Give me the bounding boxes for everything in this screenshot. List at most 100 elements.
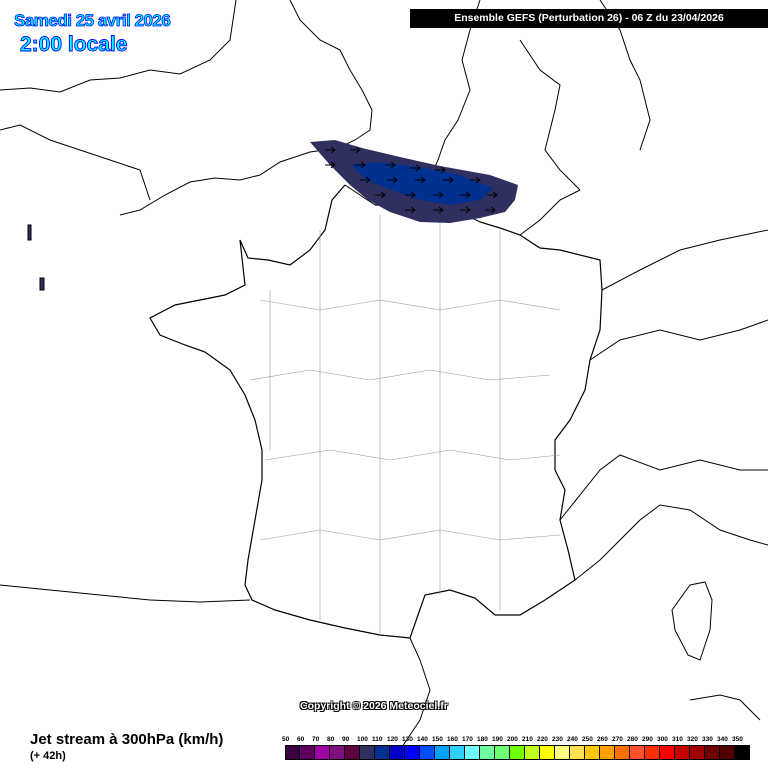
spain-coast (0, 584, 431, 751)
wind-arrow (325, 161, 336, 169)
france-outline (149, 184, 603, 639)
scale-cell: 290 (642, 736, 660, 760)
wind-arrow (435, 166, 446, 174)
scale-label: 90 (342, 736, 350, 743)
scale-swatch (600, 745, 615, 760)
scale-cell: 180 (477, 736, 495, 760)
scale-cell: 340 (717, 736, 735, 760)
forecast-time: 2:00 locale (20, 33, 128, 57)
scale-swatch (585, 745, 600, 760)
model-banner: Ensemble GEFS (Perturbation 26) - 06 Z d… (410, 9, 768, 28)
scale-label: 280 (627, 736, 638, 743)
italy-coast (574, 504, 768, 581)
sardinia-coast (689, 694, 761, 721)
scale-label: 250 (582, 736, 593, 743)
scale-cell: 350 (732, 736, 750, 760)
scale-cell: 280 (627, 736, 645, 760)
wind-arrow (410, 164, 421, 172)
wind-arrow (355, 161, 366, 169)
scale-cell: 220 (537, 736, 555, 760)
scale-label: 70 (312, 736, 320, 743)
scale-cell: 140 (417, 736, 435, 760)
jet-stream-area (310, 140, 518, 223)
scale-label: 270 (612, 736, 623, 743)
scale-cell: 250 (582, 736, 600, 760)
scale-label: 60 (297, 736, 305, 743)
scale-cell: 90 (342, 736, 360, 760)
scale-cell: 330 (702, 736, 720, 760)
wind-arrow (470, 176, 481, 184)
color-scale: 50 60 70 80 90 100 110 120 130 140 150 160 170 180 190… (282, 736, 750, 760)
scale-swatch (315, 745, 330, 760)
scale-cell: 160 (447, 736, 465, 760)
wind-arrow (443, 176, 454, 184)
scale-label: 260 (597, 736, 608, 743)
scale-label: 120 (387, 736, 398, 743)
scale-cell: 130 (402, 736, 420, 760)
copyright: Copyright © 2026 Meteociel.fr (300, 700, 448, 712)
scale-label: 200 (507, 736, 518, 743)
scale-label: 170 (462, 736, 473, 743)
scale-cell: 70 (312, 736, 330, 760)
scale-swatch (675, 745, 690, 760)
scale-swatch (540, 745, 555, 760)
forecast-date: Samedi 25 avril 2026 (14, 11, 172, 31)
scale-swatch (360, 745, 375, 760)
scale-label: 190 (492, 736, 503, 743)
scale-label: 130 (402, 736, 413, 743)
wind-arrow (405, 206, 416, 214)
wind-arrow (360, 176, 371, 184)
scale-label: 230 (552, 736, 563, 743)
coastlines (0, 0, 768, 751)
scale-label: 180 (477, 736, 488, 743)
scale-swatch (480, 745, 495, 760)
scale-swatch (690, 745, 705, 760)
wind-arrow (433, 191, 444, 199)
scale-label: 220 (537, 736, 548, 743)
scale-label: 300 (657, 736, 668, 743)
scale-label: 160 (447, 736, 458, 743)
scale-cell: 150 (432, 736, 450, 760)
scale-label: 110 (372, 736, 383, 743)
scale-swatch (345, 745, 360, 760)
wind-arrow (405, 191, 416, 199)
department-borders (249, 210, 561, 635)
scale-cell: 240 (567, 736, 585, 760)
corsica (671, 581, 713, 661)
scale-swatch (390, 745, 405, 760)
scale-cell: 170 (462, 736, 480, 760)
legend-title: Jet stream à 300hPa (km/h) (30, 731, 224, 748)
wind-arrow (433, 206, 444, 214)
wind-arrow (350, 146, 361, 154)
wind-arrow (387, 176, 398, 184)
scale-cell: 200 (507, 736, 525, 760)
scale-swatch (465, 745, 480, 760)
wind-arrow (460, 191, 471, 199)
scale-label: 290 (642, 736, 653, 743)
scale-cell: 50 (282, 736, 300, 760)
scale-cell: 110 (372, 736, 390, 760)
scale-swatch (720, 745, 735, 760)
scale-swatch (330, 745, 345, 760)
scale-swatch (450, 745, 465, 760)
scale-label: 310 (672, 736, 683, 743)
scale-cell: 230 (552, 736, 570, 760)
scale-swatch (420, 745, 435, 760)
scale-label: 100 (357, 736, 368, 743)
scale-label: 330 (702, 736, 713, 743)
scale-label: 80 (327, 736, 335, 743)
scale-swatch (525, 745, 540, 760)
scale-swatch (735, 745, 750, 760)
scale-label: 320 (687, 736, 698, 743)
scale-label: 50 (282, 736, 290, 743)
scale-swatch (495, 745, 510, 760)
scale-cell: 80 (327, 736, 345, 760)
scale-label: 350 (732, 736, 743, 743)
scale-swatch (405, 745, 420, 760)
forecast-lead-time: (+ 42h) (30, 750, 66, 762)
wind-arrow (415, 176, 426, 184)
scale-swatch (705, 745, 720, 760)
jet-core-zone (352, 162, 493, 205)
scale-swatch (435, 745, 450, 760)
